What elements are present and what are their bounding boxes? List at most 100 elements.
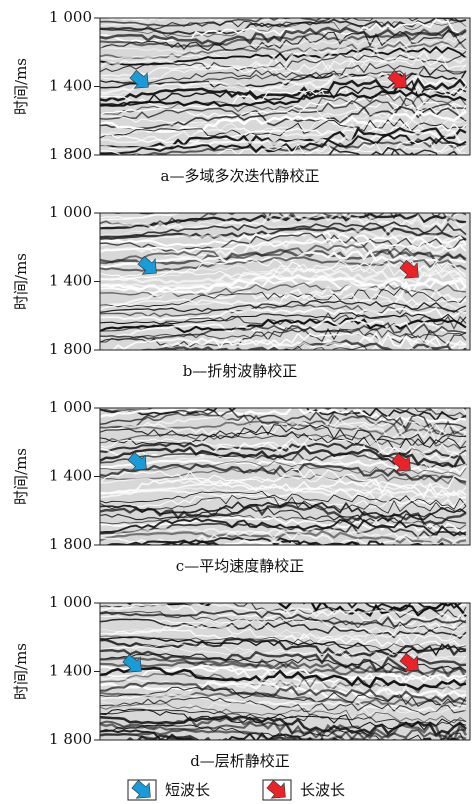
reflector xyxy=(320,603,463,613)
caption: a—多域多次迭代静校正 xyxy=(161,167,320,185)
reflector xyxy=(100,0,466,15)
reflector xyxy=(100,660,467,679)
reflector xyxy=(100,720,467,740)
reflector xyxy=(375,603,454,606)
y-tick-label: 1 000 xyxy=(49,8,92,26)
legend-label: 长波长 xyxy=(300,781,345,799)
reflector xyxy=(100,421,467,445)
reflector xyxy=(100,416,467,434)
reflector xyxy=(100,216,467,236)
reflector xyxy=(100,322,467,340)
reflector xyxy=(100,20,467,38)
reflector xyxy=(100,25,467,46)
reflector xyxy=(100,475,467,495)
reflector xyxy=(100,624,467,645)
reflector xyxy=(100,109,467,133)
arrow xyxy=(399,652,419,672)
reflector xyxy=(100,282,467,307)
y-tick-label: 1 000 xyxy=(49,203,92,221)
seismic-section xyxy=(100,197,470,350)
reflector xyxy=(100,680,467,699)
reflector xyxy=(100,430,467,450)
arrow xyxy=(122,653,142,673)
y-tick-label: 1 400 xyxy=(49,77,92,95)
reflector xyxy=(102,331,467,350)
reflector xyxy=(100,527,467,543)
reflector xyxy=(100,121,467,144)
seismic-section xyxy=(100,603,470,740)
reflector xyxy=(100,288,467,308)
reflector xyxy=(100,461,467,478)
y-axis-label: 时间/ms xyxy=(12,58,30,115)
arrow xyxy=(391,452,411,472)
reflector xyxy=(100,477,467,500)
reflector xyxy=(100,317,467,339)
reflector xyxy=(100,62,467,84)
arrow xyxy=(137,255,157,275)
reflector xyxy=(100,278,467,295)
reflector xyxy=(100,517,467,537)
reflector xyxy=(100,462,467,484)
reflector xyxy=(100,244,467,265)
reflector xyxy=(259,146,467,155)
reflector xyxy=(100,609,467,628)
reflector xyxy=(100,137,467,155)
arrow xyxy=(387,69,407,89)
reflector xyxy=(100,618,467,640)
reflector xyxy=(100,603,467,619)
reflector xyxy=(100,442,467,459)
arrow xyxy=(399,259,419,279)
reflector xyxy=(100,197,466,210)
reflector xyxy=(100,716,468,740)
reflector xyxy=(100,126,467,150)
y-tick-label: 1 000 xyxy=(49,593,92,611)
reflector xyxy=(100,18,467,43)
reflector xyxy=(100,297,467,313)
reflector xyxy=(100,637,467,659)
reflector xyxy=(100,420,467,439)
reflector xyxy=(285,148,459,155)
reflector xyxy=(380,408,467,414)
reflector xyxy=(100,225,467,242)
reflector xyxy=(100,213,174,215)
reflector xyxy=(100,97,467,120)
reflector xyxy=(100,273,467,289)
reflector xyxy=(100,18,450,27)
reflector xyxy=(100,105,467,130)
reflector xyxy=(100,54,467,77)
seismic-section xyxy=(100,0,470,155)
y-tick-label: 1 400 xyxy=(49,467,92,485)
y-tick-label: 1 400 xyxy=(49,662,92,680)
y-tick-label: 1 400 xyxy=(49,272,92,290)
caption: d—层析静校正 xyxy=(190,752,290,770)
seismic-section xyxy=(100,389,470,545)
reflector xyxy=(100,493,467,514)
reflector xyxy=(100,672,467,694)
reflector xyxy=(100,389,466,406)
y-tick-label: 1 800 xyxy=(49,340,92,358)
reflector xyxy=(100,702,467,724)
reflector xyxy=(100,503,467,525)
reflector xyxy=(102,18,169,21)
reflector xyxy=(100,653,467,673)
y-tick-label: 1 800 xyxy=(49,535,92,553)
reflector xyxy=(100,55,467,81)
legend-label: 短波长 xyxy=(165,781,210,799)
caption: b—折射波静校正 xyxy=(183,362,298,380)
reflector xyxy=(100,248,467,266)
arrow xyxy=(131,779,151,799)
reflector xyxy=(100,227,467,247)
reflector xyxy=(100,307,467,322)
reflector xyxy=(100,615,467,635)
reflector xyxy=(100,213,467,231)
y-axis-label: 时间/ms xyxy=(12,643,30,700)
reflector xyxy=(100,140,467,155)
reflector xyxy=(100,89,467,108)
reflector xyxy=(100,490,467,510)
reflector xyxy=(100,700,467,718)
reflector xyxy=(100,636,467,657)
reflector xyxy=(125,734,311,740)
reflector xyxy=(100,312,467,325)
y-tick-label: 1 800 xyxy=(49,730,92,748)
reflector xyxy=(100,514,467,530)
